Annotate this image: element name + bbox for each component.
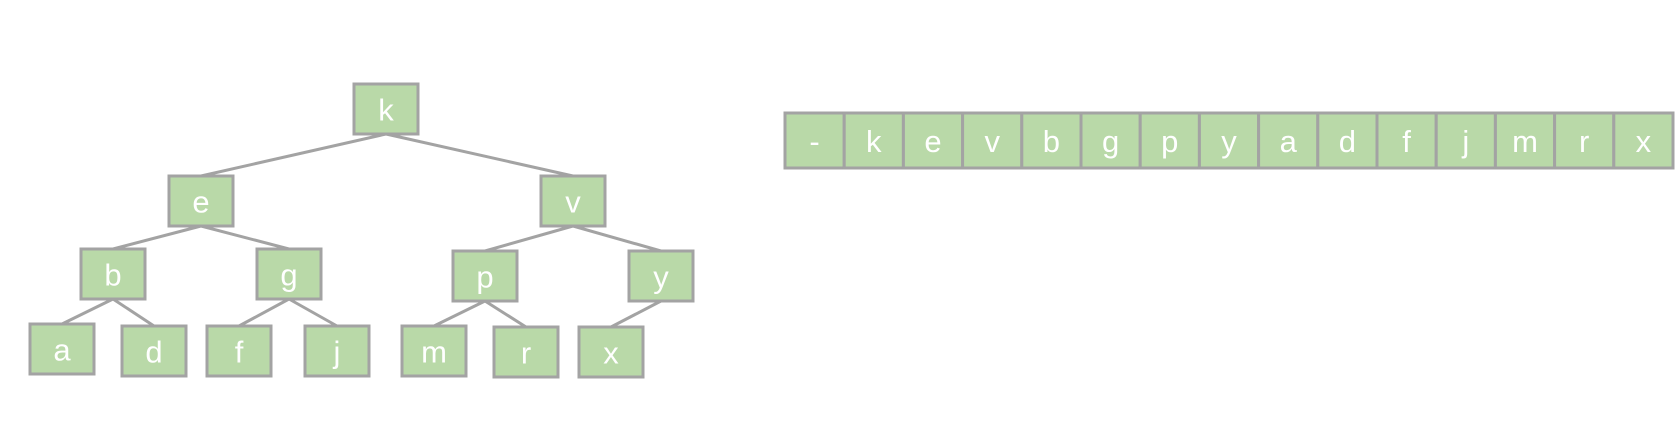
- tree-node-box: [577, 325, 645, 379]
- tree-node-label: f: [235, 335, 244, 370]
- array-cell-label: e: [924, 124, 941, 159]
- array-cell-8: a: [1257, 111, 1320, 170]
- tree-node-b: b: [79, 247, 147, 301]
- tree-node-f: f: [205, 324, 273, 378]
- array-cell-label: g: [1102, 124, 1119, 159]
- tree-node-j: j: [303, 324, 371, 378]
- array-cell-7: y: [1197, 111, 1261, 170]
- array-cell-label: x: [1636, 124, 1652, 159]
- tree-node-box: [627, 249, 695, 303]
- array-cell-label: b: [1043, 124, 1060, 159]
- array-cell-1: k: [842, 111, 905, 170]
- tree-node-box: [28, 322, 96, 376]
- array-cell-box: [961, 111, 1024, 170]
- tree-node-y: y: [627, 249, 695, 303]
- array-cell-box: [1316, 111, 1379, 170]
- tree-node-k: k: [352, 82, 420, 136]
- tree-node-d: d: [120, 324, 188, 378]
- tree-edge-b-a: [61, 297, 114, 326]
- array-cell-box: [1197, 111, 1261, 170]
- array-cell-label: y: [1221, 124, 1237, 159]
- tree-node-box: [205, 324, 273, 378]
- tree-edge-e-g: [200, 224, 290, 251]
- tree-node-label: p: [476, 260, 493, 295]
- array-cell-label: p: [1161, 124, 1178, 159]
- array-cell-12: m: [1493, 111, 1557, 170]
- tree-edge-p-r: [484, 299, 527, 329]
- array-cell-label: a: [1280, 124, 1298, 159]
- tree-node-label: r: [521, 336, 531, 371]
- array-cell-label: f: [1402, 124, 1411, 159]
- tree-node-p: p: [451, 249, 519, 303]
- array-cell-14: x: [1612, 111, 1675, 170]
- tree-node-box: [167, 174, 235, 228]
- tree-edge-g-j: [288, 297, 338, 328]
- array-cell-label: j: [1461, 124, 1469, 159]
- array-cell-3: v: [961, 111, 1024, 170]
- tree-node-label: e: [192, 185, 209, 220]
- array-cell-box: [1612, 111, 1675, 170]
- array-cell-11: j: [1434, 111, 1497, 170]
- array-cell-9: d: [1316, 111, 1379, 170]
- array-cell-label: r: [1579, 124, 1589, 159]
- tree-edge-b-d: [112, 297, 155, 328]
- array-cell-label: d: [1339, 124, 1356, 159]
- tree-node-box: [400, 324, 468, 378]
- array-cell-box: [842, 111, 905, 170]
- tree-node-box: [79, 247, 147, 301]
- tree-node-box: [451, 249, 519, 303]
- tree-edge-v-y: [572, 224, 662, 253]
- tree-node-label: m: [421, 335, 447, 370]
- array-cell-10: f: [1375, 111, 1438, 170]
- tree-node-label: y: [653, 260, 669, 295]
- tree-node-box: [303, 324, 371, 378]
- tree-node-box: [120, 324, 188, 378]
- array-cell-5: g: [1079, 111, 1142, 170]
- array-cell-label: -: [809, 124, 819, 159]
- tree-node-label: g: [280, 258, 297, 293]
- tree-edge-k-v: [385, 132, 574, 178]
- tree-node-g: g: [255, 247, 323, 301]
- tree-node-label: b: [104, 258, 121, 293]
- tree-node-box: [492, 325, 560, 379]
- tree-node-r: r: [492, 325, 560, 379]
- tree-node-label: v: [565, 185, 581, 220]
- tree-edge-g-f: [238, 297, 290, 328]
- tree-node-label: j: [333, 335, 341, 370]
- tree-node-v: v: [539, 174, 607, 228]
- tree-node-box: [539, 174, 607, 228]
- tree-node-e: e: [167, 174, 235, 228]
- array-cell-6: p: [1138, 111, 1201, 170]
- tree-node-box: [352, 82, 420, 136]
- tree-node-a: a: [28, 322, 96, 376]
- array-cell-label: v: [984, 124, 1000, 159]
- array-cell-0: -: [783, 111, 846, 170]
- array-cell-4: b: [1020, 111, 1083, 170]
- tree-edge-e-b: [112, 224, 202, 251]
- tree-edge-k-e: [200, 132, 387, 178]
- array-cell-13: r: [1553, 111, 1616, 170]
- tree-node-label: d: [145, 335, 162, 370]
- tree-node-label: x: [603, 336, 619, 371]
- tree-node-box: [255, 247, 323, 301]
- tree-node-label: a: [53, 333, 71, 368]
- array-cell-2: e: [901, 111, 965, 170]
- tree-node-label: k: [378, 93, 394, 128]
- tree-edge-y-x: [610, 299, 662, 329]
- array-cell-box: [1493, 111, 1557, 170]
- tree-node-m: m: [400, 324, 468, 378]
- tree-nodes: k e v b g p y a d f j m r x: [28, 82, 695, 379]
- array-cell-box: [783, 111, 846, 170]
- tree-edge-v-p: [484, 224, 574, 253]
- array-cell-label: k: [866, 124, 882, 159]
- tree-edge-p-m: [433, 299, 486, 328]
- tree-node-x: x: [577, 325, 645, 379]
- tree-edges: [61, 132, 662, 329]
- array-cell-label: m: [1512, 124, 1538, 159]
